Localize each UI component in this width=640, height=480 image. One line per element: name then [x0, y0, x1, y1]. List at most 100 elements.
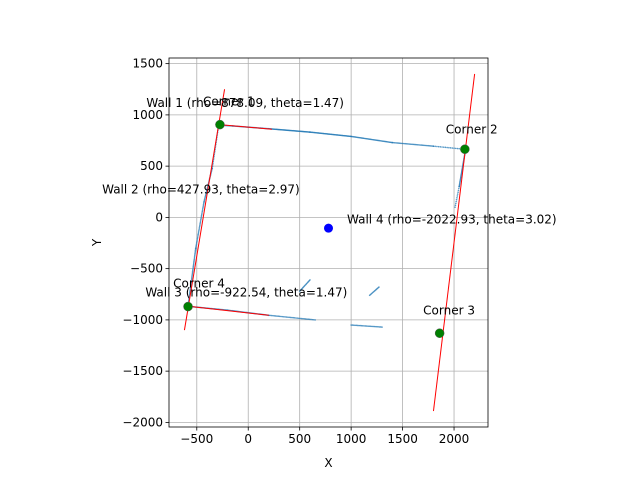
scan-point	[398, 142, 401, 144]
scan-point	[359, 324, 361, 327]
scan-point	[416, 143, 419, 146]
scan-point	[273, 315, 276, 317]
scan-point	[379, 326, 382, 328]
scan-point	[199, 220, 202, 222]
scan-point	[191, 275, 193, 278]
scan-point	[191, 274, 193, 277]
wall-line	[189, 305, 269, 316]
wall-line	[432, 73, 476, 412]
scan-point	[351, 324, 354, 326]
scan-point	[194, 247, 197, 249]
scan-point	[193, 257, 196, 259]
x-tick-label: 0	[244, 432, 252, 446]
y-tick-label: −2000	[122, 415, 163, 429]
scan-point	[432, 145, 435, 147]
scan-point	[307, 318, 310, 321]
scan-point	[402, 142, 404, 145]
x-tick-label: 2000	[439, 432, 470, 446]
scan-point	[421, 144, 424, 147]
scan-point	[203, 201, 205, 203]
scan-point	[456, 193, 459, 195]
scan-point	[200, 217, 202, 220]
scan-point	[195, 241, 198, 244]
scan-point	[377, 326, 379, 328]
scan-point	[190, 283, 192, 285]
scan-point	[454, 206, 456, 208]
scan-point	[352, 324, 355, 326]
scan-point	[278, 315, 281, 318]
scan-point	[199, 221, 202, 224]
scan-point	[358, 324, 360, 327]
scan-point	[193, 259, 195, 262]
scan-point	[195, 244, 198, 247]
markers	[183, 119, 470, 338]
scan-point	[361, 324, 364, 327]
scan-point	[448, 146, 450, 149]
scan-point	[455, 202, 457, 205]
scan-point	[442, 146, 445, 148]
scan-point	[455, 200, 457, 203]
scan-point	[369, 325, 372, 328]
scan-point	[373, 325, 376, 328]
scan-point	[395, 142, 397, 144]
scan-point	[415, 143, 418, 146]
scan-point	[418, 144, 420, 146]
scan-point	[420, 144, 423, 146]
scan-point	[409, 143, 412, 145]
scan-point	[282, 315, 285, 318]
wall-lines	[183, 73, 476, 412]
corner-label: Corner 1	[203, 95, 255, 109]
scan-point	[200, 214, 203, 217]
scan-point	[292, 316, 295, 319]
x-tick-label: −500	[180, 432, 213, 446]
x-tick-label: 500	[288, 432, 311, 446]
scan-point	[291, 316, 293, 319]
scan-point	[437, 145, 440, 148]
scan-point	[410, 143, 413, 146]
scan-point	[199, 222, 201, 225]
scan-point	[199, 224, 201, 226]
x-tick-label: 1500	[387, 432, 418, 446]
scan-point	[193, 258, 196, 261]
scan-point	[356, 324, 359, 327]
wall-line	[219, 124, 272, 130]
y-tick-label: −500	[130, 262, 163, 276]
scan-point	[274, 315, 277, 317]
scan-point	[314, 319, 316, 321]
scan-point	[201, 207, 204, 210]
scan-point	[408, 143, 411, 145]
scan-point	[200, 218, 202, 221]
scan-point	[393, 141, 396, 144]
scan-point	[190, 284, 192, 286]
scan-point	[363, 325, 365, 327]
scan-point	[304, 318, 307, 320]
wall-label: Wall 1 (rho=878.09, theta=1.47)	[146, 96, 344, 110]
scan-point	[378, 286, 380, 288]
scan-point	[293, 317, 296, 319]
plot-area	[169, 58, 488, 427]
scan-point	[201, 210, 204, 213]
scan-point	[455, 198, 458, 201]
scan-point	[269, 314, 271, 317]
scan-point	[439, 146, 442, 148]
scan-point	[289, 316, 292, 319]
grid	[169, 58, 488, 427]
scan-point	[197, 235, 199, 237]
scan-point	[457, 189, 460, 192]
x-tick-label: 1000	[336, 432, 367, 446]
y-tick-label: 500	[140, 159, 163, 173]
scan-point	[458, 185, 460, 188]
scan-point	[299, 317, 301, 320]
scan-point	[424, 144, 426, 147]
scan-point	[399, 142, 402, 145]
scan-point	[270, 314, 273, 317]
scan-point	[196, 236, 199, 239]
scan-point	[194, 253, 196, 256]
scan-point	[350, 324, 352, 326]
scan-point	[456, 197, 458, 199]
wall-label: Wall 3 (rho=-922.54, theta=1.47)	[145, 285, 347, 299]
scan-point	[190, 278, 193, 280]
scan-point	[288, 316, 291, 319]
scan-point	[196, 240, 198, 243]
scan-point	[311, 318, 314, 321]
